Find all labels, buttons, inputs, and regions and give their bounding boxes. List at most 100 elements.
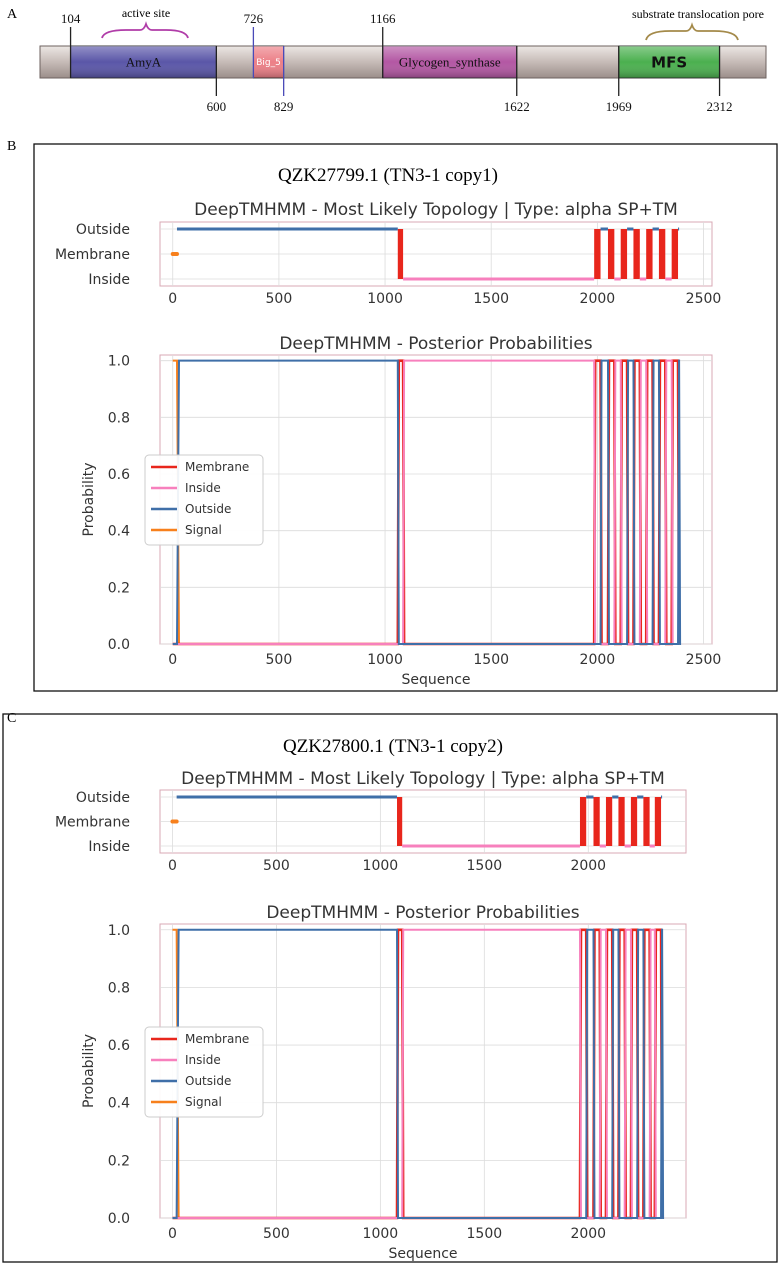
posterior-plot-b: DeepTMHMM - Posterior Probabilities 0 500 1… — [81, 334, 721, 688]
posterior-y-tick: 1.0 — [108, 923, 130, 939]
tick-below-0-label: 600 — [207, 99, 227, 114]
domain-3-shade — [618, 46, 720, 78]
topology-tm-helix — [633, 229, 640, 279]
tick-below-1-label: 829 — [274, 99, 294, 114]
topology-tm-helix — [671, 229, 679, 279]
panel-label-a: A — [7, 7, 18, 22]
topology-y-tick: Membrane — [55, 815, 130, 831]
legend-label-inside: Inside — [185, 1053, 221, 1067]
posterior-y-label: Probability — [81, 462, 97, 536]
posterior-y-tick: 0.0 — [108, 1211, 130, 1227]
domain-1-shade — [253, 46, 284, 78]
posterior-inside-line — [172, 928, 663, 1219]
legend-label-membrane: Membrane — [185, 1032, 249, 1046]
posterior-y-tick: 0.6 — [108, 1038, 130, 1054]
posterior-x-tick: 0 — [168, 652, 177, 668]
posterior-y-tick: 0.4 — [108, 524, 130, 540]
domain-layer: AmyA Big_5 Glycogen_synthase MFS — [70, 45, 720, 79]
posterior-x-tick: 2500 — [686, 652, 722, 668]
panel-b-frame — [33, 143, 778, 692]
posterior-x-tick: 500 — [263, 1226, 290, 1242]
tick-above-1-label: 726 — [244, 11, 264, 26]
topology-x-tick: 1000 — [367, 291, 403, 307]
legend-label-membrane: Membrane — [185, 460, 249, 474]
topology-tm-helix — [658, 229, 666, 279]
topology-plot-c: DeepTMHMM - Most Likely Topology | Type:… — [55, 769, 687, 874]
tick-below-3-label: 1969 — [606, 99, 632, 114]
topology-x-tick: 500 — [263, 858, 290, 874]
legend-label-outside: Outside — [185, 1074, 231, 1088]
topology-tm-helix — [579, 797, 587, 846]
posterior-outside-line — [172, 359, 682, 645]
posterior-x-tick: 1000 — [367, 652, 403, 668]
posterior-y-tick: 1.0 — [108, 354, 130, 370]
posterior-x-tick: 1000 — [363, 1226, 399, 1242]
posterior-x-tick: 1500 — [473, 652, 509, 668]
posterior-y-tick: 0.2 — [108, 1153, 130, 1169]
tick-above-2-label: 1166 — [370, 11, 396, 26]
topology-x-tick: 0 — [168, 291, 177, 307]
topology-x-tick: 2000 — [580, 291, 616, 307]
posterior-x-tick: 2000 — [580, 652, 616, 668]
topology-y-tick: Outside — [76, 790, 130, 806]
domain-3-label: MFS — [651, 53, 687, 71]
topology-x-tick: 500 — [266, 291, 293, 307]
posterior-title: DeepTMHMM - Posterior Probabilities — [279, 334, 592, 354]
panel-label-b: B — [7, 139, 16, 154]
topology-x-tick: 0 — [168, 858, 177, 874]
posterior-y-tick: 0.4 — [108, 1096, 130, 1112]
posterior-x-tick: 1500 — [467, 1226, 503, 1242]
posterior-x-tick: 0 — [168, 1226, 177, 1242]
topology-plot-b: DeepTMHMM - Most Likely Topology | Type:… — [55, 200, 721, 307]
topology-x-tick: 1000 — [363, 858, 399, 874]
posterior-x-label: Sequence — [388, 1246, 457, 1262]
panel-b: B QZK27799.1 (TN3-1 copy1) DeepTMHMM - M… — [7, 139, 778, 692]
topology-membrane-block — [397, 797, 403, 846]
topology-membrane-block — [397, 229, 404, 279]
topology-tm-helix — [607, 229, 615, 279]
tick-below-2-label: 1622 — [504, 99, 530, 114]
topology-tm-helix — [643, 797, 650, 846]
domain-1-label: Big_5 — [256, 58, 281, 68]
posterior-inside-line — [172, 359, 680, 645]
topology-y-tick: Outside — [76, 222, 130, 238]
posterior-y-tick: 0.0 — [108, 637, 130, 653]
posterior-y-tick: 0.2 — [108, 580, 130, 596]
legend-label-signal: Signal — [185, 523, 222, 537]
domain-2-label: Glycogen_synthase — [399, 55, 501, 70]
panel-a: A AmyA Big_5 Glycogen_synthase MFS 104 726 11… — [7, 6, 767, 114]
posterior-legend-box — [144, 1026, 264, 1118]
posterior-y-tick: 0.8 — [108, 980, 130, 996]
posterior-outside-line — [172, 928, 665, 1219]
posterior-title: DeepTMHMM - Posterior Probabilities — [266, 903, 579, 923]
topology-tm-helix — [620, 229, 628, 279]
posterior-x-tick: 2000 — [570, 1226, 606, 1242]
topology-y-tick: Inside — [88, 839, 130, 855]
topology-x-tick: 2500 — [686, 291, 722, 307]
legend-label-signal: Signal — [185, 1095, 222, 1109]
topology-y-tick: Membrane — [55, 247, 130, 263]
topology-y-tick: Inside — [88, 272, 130, 288]
topology-tm-helix — [618, 797, 625, 846]
domain-0-label: AmyA — [126, 55, 162, 70]
posterior-legend-box — [144, 454, 264, 546]
posterior-plot-c: DeepTMHMM - Posterior Probabilities 0 500 1… — [81, 903, 687, 1262]
posterior-y-label: Probability — [81, 1034, 97, 1108]
topology-tm-helix — [654, 797, 662, 846]
panel-label-c: C — [7, 711, 16, 726]
tick-above-0-label: 104 — [61, 11, 81, 26]
domain-2-shade — [382, 46, 517, 78]
panel-b-header: QZK27799.1 (TN3-1 copy1) — [278, 165, 498, 186]
posterior-y-tick: 0.8 — [108, 410, 130, 426]
active-site-brace — [101, 21, 189, 39]
posterior-x-tick: 500 — [266, 652, 293, 668]
topology-tm-helix — [605, 797, 613, 846]
topology-tm-helix — [593, 797, 600, 846]
substrate-pore-brace — [645, 22, 739, 41]
domain-position-ticks: 104 726 1166 600 829 1622 1969 2312 — [61, 11, 733, 114]
topology-x-tick: 2000 — [570, 858, 606, 874]
topology-tm-helix — [594, 229, 601, 279]
substrate-pore-label: substrate translocation pore — [632, 7, 764, 21]
posterior-y-tick: 0.6 — [108, 467, 130, 483]
